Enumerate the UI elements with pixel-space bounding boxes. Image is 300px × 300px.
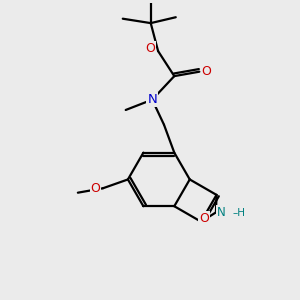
Text: N: N [147,93,157,106]
Text: O: O [199,212,209,225]
Text: N: N [217,206,226,219]
Text: O: O [145,42,155,55]
Text: O: O [202,65,212,78]
Text: O: O [91,182,100,195]
Text: –H: –H [232,208,245,218]
